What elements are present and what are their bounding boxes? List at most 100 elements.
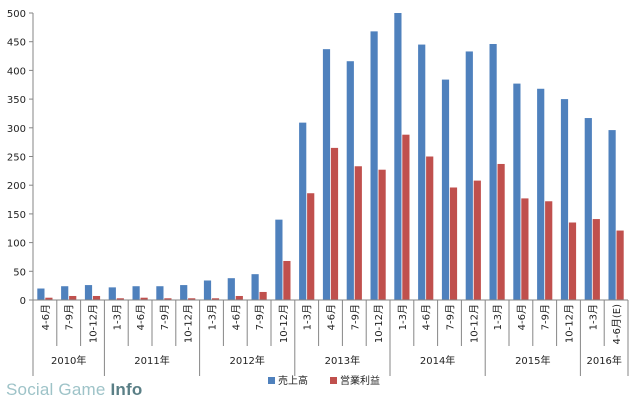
year-label: 2015年 — [515, 354, 550, 367]
category-label: 4-6月 — [40, 304, 52, 330]
bar-sales — [608, 130, 616, 300]
bar-profit — [283, 260, 291, 300]
y-tick-label: 400 — [7, 66, 26, 77]
bar-profit — [378, 169, 386, 300]
plot-area — [33, 13, 628, 300]
category-label: 7-9月 — [254, 304, 266, 330]
category-label: 4-6月 — [326, 304, 338, 330]
bar-profit — [259, 291, 267, 300]
category-label: 4-6月 — [135, 304, 147, 330]
bar-profit — [426, 156, 434, 300]
year-label: 2011年 — [134, 354, 169, 367]
bar-profit — [521, 198, 529, 300]
bar-sales — [203, 280, 212, 300]
bar-profit — [211, 298, 220, 300]
bar-sales — [180, 285, 188, 300]
bar-profit — [307, 193, 315, 300]
legend-label: 営業利益 — [340, 374, 380, 387]
bar-sales — [132, 286, 140, 300]
bar-sales — [108, 287, 116, 300]
category-label: 10-12月 — [373, 304, 385, 343]
category-label: 4-6月 — [516, 304, 528, 330]
bar-profit — [188, 298, 196, 300]
bar-sales — [61, 286, 69, 300]
bar-sales — [513, 83, 521, 301]
y-tick-label: 150 — [7, 210, 26, 221]
category-label: 1-3月 — [111, 304, 123, 330]
bar-profit — [92, 295, 101, 300]
bar-profit — [449, 187, 458, 300]
bar-sales — [37, 288, 45, 300]
bar-sales — [299, 122, 307, 300]
category-label: 4-6月(E) — [611, 304, 623, 345]
watermark-prefix: Social Game — [6, 380, 111, 399]
y-tick-label: 250 — [7, 153, 26, 164]
bar-sales — [584, 118, 592, 301]
bar-sales — [418, 44, 426, 300]
category-label: 10-12月 — [183, 304, 195, 343]
bar-profit — [616, 230, 624, 300]
category-label: 1-3月 — [302, 304, 314, 330]
year-label: 2012年 — [229, 354, 264, 367]
bar-profit — [45, 297, 53, 300]
bar-profit — [568, 222, 577, 300]
y-tick-label: 200 — [7, 181, 26, 192]
bar-sales — [227, 278, 235, 300]
bar-sales — [275, 219, 283, 300]
bar-profit — [545, 201, 553, 300]
legend-swatch — [330, 377, 337, 384]
bar-profit — [330, 147, 339, 300]
y-tick-label: 100 — [7, 239, 26, 250]
bar-sales — [560, 99, 569, 300]
bar-sales — [465, 51, 473, 300]
category-label: 10-12月 — [564, 304, 576, 343]
bar-profit — [164, 298, 172, 300]
category-label: 7-9月 — [349, 304, 361, 330]
bar-profit — [140, 297, 148, 300]
year-label: 2010年 — [51, 354, 86, 367]
y-tick-label: 300 — [7, 124, 26, 135]
bar-sales — [537, 88, 545, 300]
category-label: 7-9月 — [64, 304, 76, 330]
watermark-suffix: Info — [110, 380, 143, 399]
y-tick-label: 0 — [20, 296, 26, 307]
category-label: 1-3月 — [397, 304, 409, 330]
category-label: 10-12月 — [88, 304, 100, 343]
year-label: 2016年 — [586, 354, 621, 367]
category-label: 7-9月 — [540, 304, 552, 330]
bar-sales — [441, 79, 450, 300]
bar-sales — [394, 13, 402, 300]
legend-label: 売上高 — [278, 374, 308, 387]
year-label: 2014年 — [420, 354, 455, 367]
y-tick-label: 450 — [7, 38, 26, 49]
bar-sales — [346, 61, 354, 300]
bar-sales — [156, 286, 164, 300]
bar-profit — [235, 295, 243, 300]
bar-profit — [354, 166, 362, 300]
bar-sales — [251, 274, 259, 300]
bar-profit — [497, 163, 505, 300]
bar-sales — [322, 49, 331, 300]
y-tick-label: 50 — [13, 267, 26, 278]
category-label: 4-6月 — [230, 304, 242, 330]
bar-sales — [489, 43, 497, 300]
category-label: 4-6月 — [421, 304, 433, 330]
category-label: 10-12月 — [278, 304, 290, 343]
y-tick-label: 350 — [7, 95, 26, 106]
bar-profit — [473, 180, 481, 300]
bar-profit — [69, 295, 77, 300]
category-label: 1-3月 — [587, 304, 599, 330]
y-tick-label: 500 — [7, 9, 26, 20]
year-label: 2013年 — [325, 354, 360, 367]
category-label: 10-12月 — [468, 304, 480, 343]
category-label: 1-3月 — [492, 304, 504, 330]
legend-swatch — [268, 377, 275, 384]
bar-profit — [592, 219, 600, 300]
category-label: 7-9月 — [445, 304, 457, 330]
category-label: 1-3月 — [207, 304, 219, 330]
bar-sales — [84, 285, 93, 300]
bar-profit — [116, 298, 124, 300]
category-label: 7-9月 — [159, 304, 171, 330]
